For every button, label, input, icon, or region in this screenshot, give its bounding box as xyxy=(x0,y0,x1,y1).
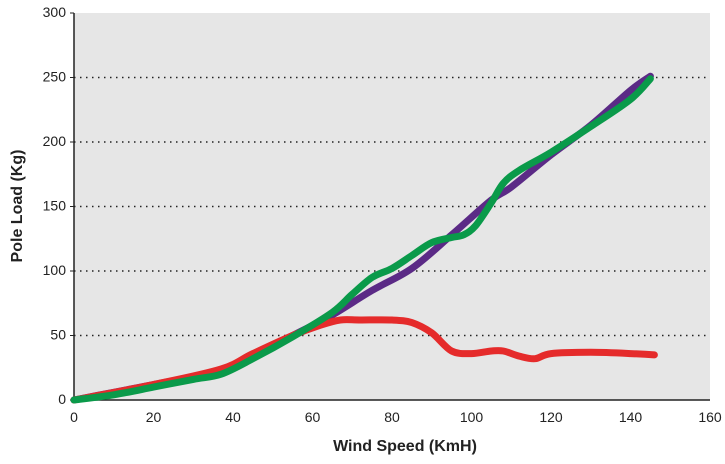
series-lines xyxy=(70,72,658,404)
x-tick-label: 160 xyxy=(698,409,722,425)
y-tick-label: 250 xyxy=(43,69,67,85)
y-tick-label: 50 xyxy=(50,327,66,343)
y-tick-label: 300 xyxy=(43,4,67,20)
y-tick-label: 200 xyxy=(43,133,67,149)
x-tick-label: 20 xyxy=(146,409,162,425)
y-tick-labels: 0 50 100 150 200 250 300 xyxy=(43,4,74,407)
y-tick-label: 0 xyxy=(58,391,66,407)
x-tick-label: 120 xyxy=(539,409,563,425)
x-tick-label: 140 xyxy=(619,409,643,425)
x-tick-labels: 0 20 40 60 80 100 120 140 160 xyxy=(70,409,722,425)
y-axis-title: Pole Load (Kg) xyxy=(9,150,26,263)
x-tick-label: 40 xyxy=(225,409,241,425)
x-axis-title: Wind Speed (KmH) xyxy=(333,438,477,455)
y-tick-label: 100 xyxy=(43,262,67,278)
x-tick-label: 80 xyxy=(384,409,400,425)
y-tick-label: 150 xyxy=(43,198,67,214)
x-tick-label: 60 xyxy=(305,409,321,425)
series-line-green xyxy=(70,75,654,404)
x-tick-label: 100 xyxy=(460,409,484,425)
x-tick-label: 0 xyxy=(70,409,78,425)
series-line-red xyxy=(70,316,658,404)
